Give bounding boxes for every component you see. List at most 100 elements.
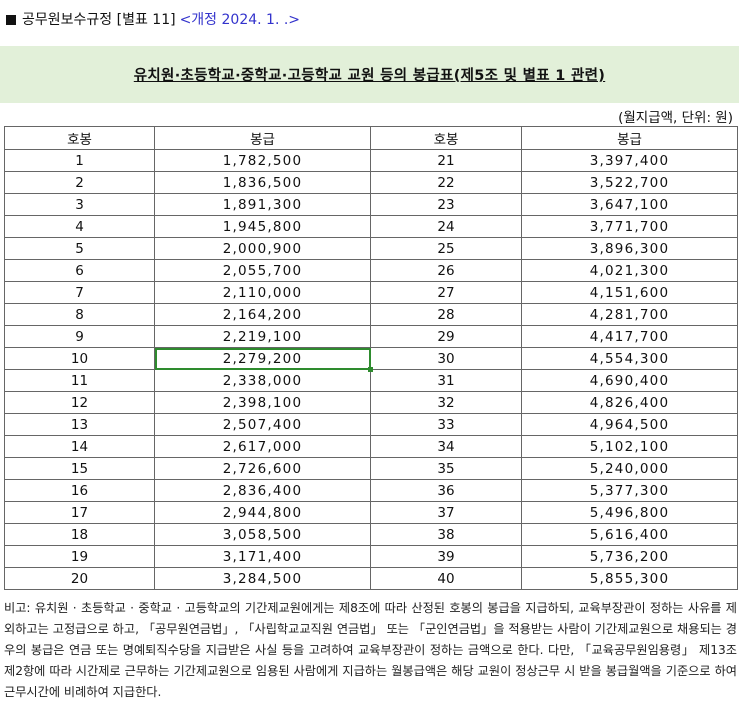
table-row: 8 2,164,200 28 4,281,700 [4, 303, 738, 326]
column-header-salary[interactable]: 봉급 [521, 126, 738, 150]
salary-cell[interactable]: 2,398,100 [154, 391, 371, 414]
grade-cell[interactable]: 31 [370, 369, 522, 392]
regulation-title: 공무원보수규정 [별표 11] [22, 12, 176, 28]
salary-cell[interactable]: 1,891,300 [154, 193, 371, 216]
grade-cell[interactable]: 13 [4, 413, 155, 436]
salary-cell[interactable]: 4,417,700 [521, 325, 738, 348]
salary-cell[interactable]: 2,164,200 [154, 303, 371, 326]
salary-cell[interactable]: 5,616,400 [521, 523, 738, 546]
salary-cell[interactable]: 2,110,000 [154, 281, 371, 304]
grade-cell[interactable]: 22 [370, 171, 522, 194]
grade-cell[interactable]: 37 [370, 501, 522, 524]
table-row: 6 2,055,700 26 4,021,300 [4, 259, 738, 282]
salary-cell[interactable]: 5,240,000 [521, 457, 738, 480]
grade-cell[interactable]: 25 [370, 237, 522, 260]
column-header-salary[interactable]: 봉급 [154, 126, 371, 150]
salary-cell[interactable]: 2,055,700 [154, 259, 371, 282]
table-row: 16 2,836,400 36 5,377,300 [4, 479, 738, 502]
grade-cell[interactable]: 11 [4, 369, 155, 392]
salary-cell[interactable]: 2,836,400 [154, 479, 371, 502]
grade-cell[interactable]: 23 [370, 193, 522, 216]
table-row: 10 2,279,200 30 4,554,300 [4, 347, 738, 373]
salary-cell[interactable]: 3,058,500 [154, 523, 371, 546]
grade-cell[interactable]: 8 [4, 303, 155, 326]
grade-cell[interactable]: 15 [4, 457, 155, 480]
grade-cell[interactable]: 20 [4, 567, 155, 590]
salary-cell[interactable]: 3,896,300 [521, 237, 738, 260]
salary-cell[interactable]: 5,855,300 [521, 567, 738, 590]
table-row: 11 2,338,000 31 4,690,400 [4, 369, 738, 392]
salary-cell[interactable]: 1,782,500 [154, 149, 371, 172]
salary-cell[interactable]: 2,219,100 [154, 325, 371, 348]
remarks-note: 비고: 유치원 · 초등학교 · 중학교 · 고등학교의 기간제교원에게는 제8… [4, 601, 737, 699]
table-row: 9 2,219,100 29 4,417,700 [4, 325, 738, 348]
salary-cell[interactable]: 4,554,300 [521, 347, 738, 370]
salary-cell[interactable]: 4,964,500 [521, 413, 738, 436]
salary-cell[interactable]: 4,021,300 [521, 259, 738, 282]
table-row: 1 1,782,500 21 3,397,400 [4, 149, 738, 172]
grade-cell[interactable]: 33 [370, 413, 522, 436]
grade-cell[interactable]: 4 [4, 215, 155, 238]
grade-cell[interactable]: 19 [4, 545, 155, 568]
grade-cell[interactable]: 27 [370, 281, 522, 304]
page-header: 공무원보수규정 [별표 11] <개정 2024. 1. .> [6, 10, 300, 30]
salary-cell[interactable]: 4,151,600 [521, 281, 738, 304]
grade-cell[interactable]: 9 [4, 325, 155, 348]
salary-cell[interactable]: 1,945,800 [154, 215, 371, 238]
column-header-grade[interactable]: 호봉 [4, 126, 155, 150]
table-title: 유치원·초등학교·중학교·고등학교 교원 등의 봉급표(제5조 및 별표 1 관… [133, 68, 606, 84]
salary-cell[interactable]: 3,284,500 [154, 567, 371, 590]
salary-cell[interactable]: 4,281,700 [521, 303, 738, 326]
salary-cell[interactable]: 2,000,900 [154, 237, 371, 260]
salary-cell[interactable]: 2,507,400 [154, 413, 371, 436]
grade-cell[interactable]: 38 [370, 523, 522, 546]
grade-cell[interactable]: 24 [370, 215, 522, 238]
salary-cell[interactable]: 2,279,200 [154, 347, 374, 373]
salary-cell[interactable]: 2,617,000 [154, 435, 371, 458]
grade-cell[interactable]: 3 [4, 193, 155, 216]
salary-cell[interactable]: 4,826,400 [521, 391, 738, 414]
grade-cell[interactable]: 21 [370, 149, 522, 172]
grade-cell[interactable]: 1 [4, 149, 155, 172]
salary-cell[interactable]: 2,338,000 [154, 369, 371, 392]
grade-cell[interactable]: 29 [370, 325, 522, 348]
salary-cell[interactable]: 3,522,700 [521, 171, 738, 194]
table-row: 12 2,398,100 32 4,826,400 [4, 391, 738, 414]
grade-cell[interactable]: 28 [370, 303, 522, 326]
grade-cell[interactable]: 34 [370, 435, 522, 458]
grade-cell[interactable]: 39 [370, 545, 522, 568]
revision-link[interactable]: <개정 2024. 1. .> [179, 12, 301, 28]
grade-cell[interactable]: 30 [370, 347, 522, 370]
grade-cell[interactable]: 17 [4, 501, 155, 524]
grade-cell[interactable]: 40 [370, 567, 522, 590]
salary-cell[interactable]: 4,690,400 [521, 369, 738, 392]
grade-cell[interactable]: 10 [4, 347, 155, 370]
salary-cell[interactable]: 3,171,400 [154, 545, 371, 568]
grade-cell[interactable]: 36 [370, 479, 522, 502]
grade-cell[interactable]: 7 [4, 281, 155, 304]
grade-cell[interactable]: 18 [4, 523, 155, 546]
grade-cell[interactable]: 14 [4, 435, 155, 458]
grade-cell[interactable]: 2 [4, 171, 155, 194]
grade-cell[interactable]: 32 [370, 391, 522, 414]
grade-cell[interactable]: 6 [4, 259, 155, 282]
salary-cell[interactable]: 1,836,500 [154, 171, 371, 194]
salary-cell[interactable]: 3,771,700 [521, 215, 738, 238]
salary-cell[interactable]: 3,647,100 [521, 193, 738, 216]
grade-cell[interactable]: 5 [4, 237, 155, 260]
salary-cell[interactable]: 5,102,100 [521, 435, 738, 458]
table-row: 7 2,110,000 27 4,151,600 [4, 281, 738, 304]
salary-cell[interactable]: 2,944,800 [154, 501, 371, 524]
table-row: 15 2,726,600 35 5,240,000 [4, 457, 738, 480]
salary-cell[interactable]: 5,377,300 [521, 479, 738, 502]
grade-cell[interactable]: 16 [4, 479, 155, 502]
salary-cell[interactable]: 3,397,400 [521, 149, 738, 172]
grade-cell[interactable]: 12 [4, 391, 155, 414]
table-row: 20 3,284,500 40 5,855,300 [4, 567, 738, 590]
salary-cell[interactable]: 5,736,200 [521, 545, 738, 568]
salary-cell[interactable]: 2,726,600 [154, 457, 371, 480]
column-header-grade[interactable]: 호봉 [370, 126, 522, 150]
grade-cell[interactable]: 26 [370, 259, 522, 282]
salary-cell[interactable]: 5,496,800 [521, 501, 738, 524]
grade-cell[interactable]: 35 [370, 457, 522, 480]
